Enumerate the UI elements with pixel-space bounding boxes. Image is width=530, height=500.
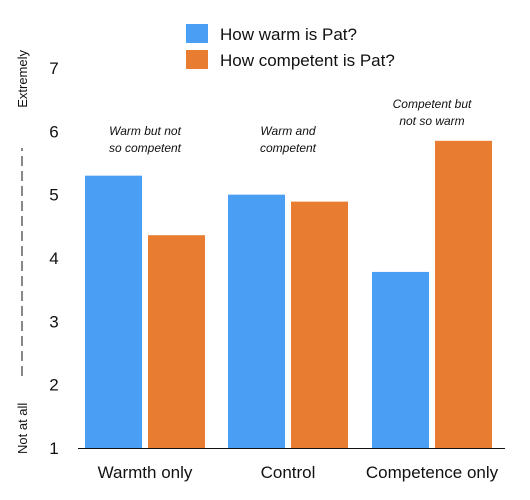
annotation-text: Warm but not [109,124,181,138]
y-axis-label: Not at all Extremely [15,50,30,454]
annotation-text: so competent [109,141,182,155]
y-tick-label: 3 [49,312,58,331]
legend-label-warm: How warm is Pat? [220,25,357,44]
bar-competent-1 [148,235,205,448]
annotation-text: competent [260,141,317,155]
category-label: Warmth only [98,463,193,482]
annotation-text: not so warm [399,114,464,128]
y-axis-ticks: 1 2 3 4 5 6 7 [49,59,58,458]
legend-swatch-warm [186,24,208,43]
bar-warm-2 [228,194,285,448]
category-labels: Warmth only Control Competence only [98,463,499,482]
legend: How warm is Pat? How competent is Pat? [186,24,395,70]
legend-swatch-competent [186,50,208,69]
y-tick-label: 1 [49,439,58,458]
bar-competent-2 [291,201,348,448]
y-tick-label: 6 [49,122,58,141]
bar-competent-3 [435,140,492,449]
category-label: Competence only [366,463,499,482]
y-tick-label: 4 [49,249,58,268]
legend-label-competent: How competent is Pat? [220,51,395,70]
bars [85,140,492,449]
bar-warm-3 [372,271,429,448]
category-label: Control [261,463,316,482]
annotation-text: Competent but [393,97,472,111]
annotations: Warm but not so competent Warm and competen… [109,97,472,155]
y-axis-label-group: Not at all Extremely [15,50,30,454]
y-tick-label: 2 [49,376,58,395]
bar-warm-1 [85,175,142,448]
y-axis-label-low: Not at all [15,403,30,454]
y-tick-label: 5 [49,186,58,205]
annotation-text: Warm and [260,124,315,138]
y-axis-label-high: Extremely [15,50,30,108]
y-tick-label: 7 [49,59,58,78]
